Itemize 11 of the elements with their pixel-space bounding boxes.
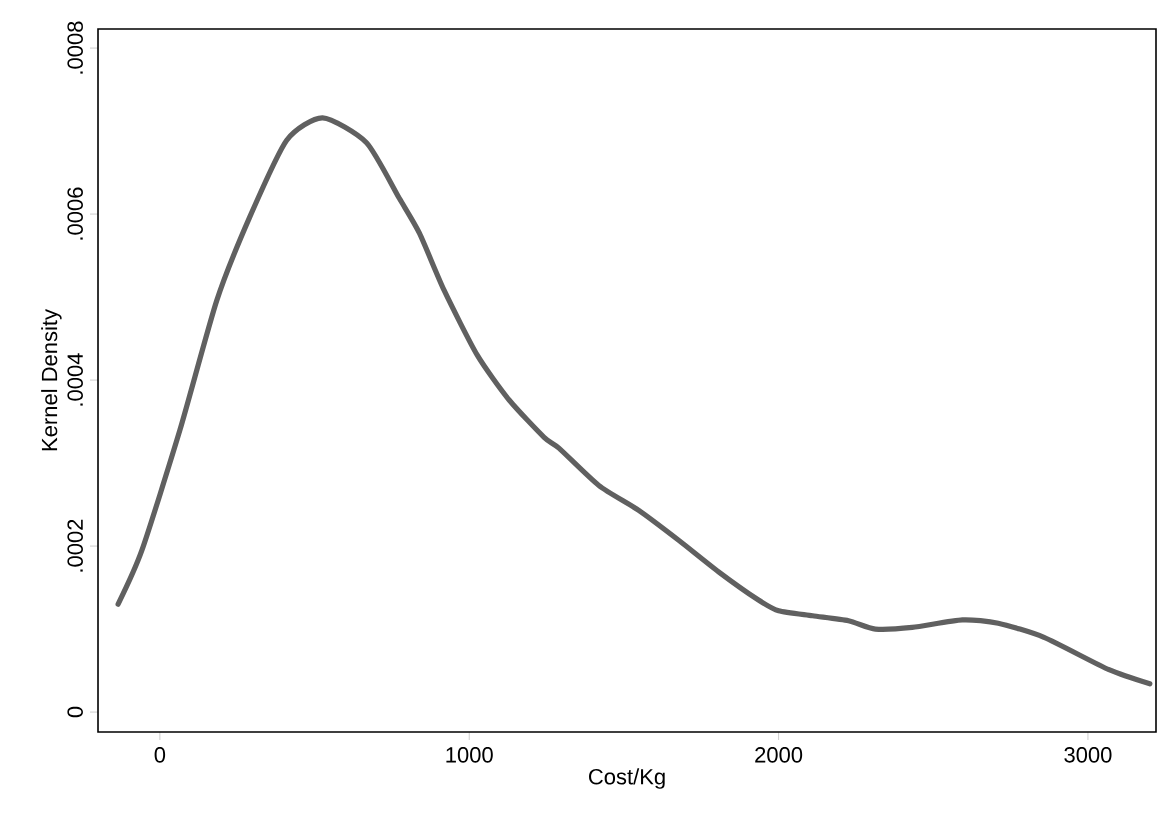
- y-tick-label: .0006: [67, 187, 83, 240]
- x-tick-label: 3000: [1064, 747, 1112, 763]
- y-tick-label: .0004: [67, 353, 83, 406]
- y-tick-label: .0008: [67, 21, 83, 74]
- x-tick-label: 0: [154, 747, 166, 763]
- y-axis-title: Kernel Density: [41, 309, 62, 451]
- x-tick-label: 1000: [446, 747, 493, 763]
- x-axis-title: Cost/Kg: [589, 768, 665, 789]
- y-tick-label: 0: [67, 706, 83, 718]
- x-tick-label: 2000: [755, 747, 803, 763]
- y-tick-label: .0002: [67, 519, 83, 572]
